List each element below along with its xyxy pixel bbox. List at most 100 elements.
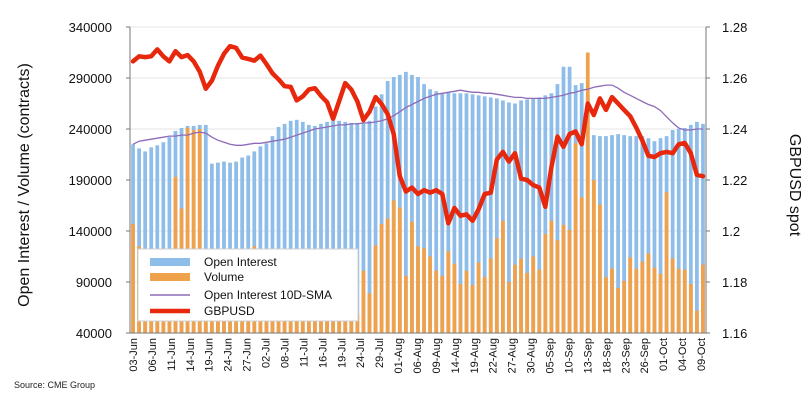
open-interest-bar — [628, 136, 633, 333]
legend-label-sma: Open Interest 10D-SMA — [204, 288, 332, 302]
open-interest-bar — [507, 102, 511, 333]
open-interest-bar — [228, 162, 232, 333]
volume-bar — [416, 246, 420, 333]
open-interest-bar — [313, 125, 317, 333]
volume-bar — [604, 276, 608, 333]
volume-bar — [476, 262, 481, 333]
open-interest-bar — [294, 119, 299, 333]
open-interest-bar — [531, 98, 536, 334]
open-interest-bar — [361, 122, 366, 333]
volume-bar — [525, 272, 530, 333]
open-interest-bar — [216, 162, 220, 333]
volume-bar — [507, 282, 511, 333]
open-interest-bar — [203, 124, 208, 333]
open-interest-bar — [513, 103, 517, 333]
open-interest-bar — [610, 135, 614, 333]
volume-bar — [197, 129, 202, 333]
y-tick-label-left: 40000 — [76, 326, 112, 341]
open-interest-bar — [695, 121, 699, 333]
source-note: Source: CME Group — [14, 380, 96, 390]
x-tick-label: 14-Jun — [185, 338, 197, 372]
open-interest-bar — [470, 94, 475, 333]
open-interest-bar — [240, 157, 245, 333]
legend-label-open-interest: Open Interest — [204, 255, 277, 269]
open-interest-bar — [319, 123, 323, 334]
volume-bar — [434, 270, 439, 333]
open-interest-bar — [543, 95, 548, 333]
y-tick-label-right: 1.24 — [722, 122, 747, 137]
volume-bar — [410, 221, 414, 333]
open-interest-bar — [652, 141, 657, 333]
y-tick-label-left: 240000 — [69, 122, 112, 137]
open-interest-bar — [482, 96, 487, 333]
x-tick-labels: 03-Jun 06-Jun 11-Jun 14-Jun 19-Jun 24-Jun 27-J… — [128, 338, 708, 373]
x-tick-label: 19-Aug — [469, 338, 481, 373]
open-interest-bar — [410, 74, 414, 333]
open-interest-bar — [137, 148, 141, 333]
volume-bar — [616, 288, 620, 333]
volume-bar — [464, 270, 469, 333]
y-tick-label-left: 190000 — [69, 173, 112, 188]
volume-bar — [391, 200, 396, 333]
open-interest-bar — [416, 76, 420, 333]
volume-bar — [488, 258, 493, 333]
volume-bar — [640, 261, 645, 333]
x-tick-label: 22-Aug — [488, 338, 500, 373]
x-tick-label: 27-Jun — [242, 338, 254, 372]
open-interest-bar — [422, 84, 426, 334]
volume-bar — [598, 204, 602, 333]
open-interest-bar — [222, 161, 226, 333]
left-tick-labels: 40000 90000 140000 190000 240000 290000 340000 — [69, 20, 130, 341]
volume-bar — [379, 223, 384, 333]
volume-bar — [513, 264, 517, 333]
volume-bar — [658, 273, 663, 333]
volume-bar — [688, 284, 693, 333]
volume-bar — [573, 143, 578, 333]
open-interest-bar — [282, 123, 287, 334]
y-tick-label-right: 1.26 — [722, 71, 747, 86]
legend: Open Interest Volume Open Interest 10D-S… — [137, 248, 359, 322]
open-interest-bar — [143, 151, 148, 333]
volume-bar — [676, 268, 681, 333]
x-tick-label: 06-Aug — [412, 338, 424, 373]
open-interest-bar — [355, 122, 360, 333]
volume-bar — [440, 275, 445, 333]
open-interest-bar — [373, 106, 378, 333]
open-interest-bar — [300, 121, 305, 333]
volume-bar — [549, 220, 554, 333]
open-interest-bar — [634, 136, 639, 333]
volume-bar — [555, 240, 560, 333]
volume-bar — [543, 234, 548, 333]
open-interest-bar — [688, 124, 693, 333]
open-interest-bar — [561, 66, 566, 333]
open-interest-bar — [555, 84, 560, 334]
volume-bar — [185, 127, 190, 333]
volume-bar — [367, 293, 372, 333]
open-interest-bar — [246, 155, 251, 333]
volume-bar — [622, 280, 627, 333]
open-interest-bar — [567, 66, 572, 333]
volume-bar — [361, 270, 366, 333]
open-interest-bar — [276, 126, 281, 334]
x-tick-label: 27-Aug — [507, 338, 519, 373]
open-interest-bar — [379, 94, 384, 333]
x-tick-label: 01-Aug — [393, 338, 405, 373]
open-interest-bar — [209, 163, 214, 333]
open-interest-bar — [440, 93, 445, 333]
y-tick-label-right: 1.22 — [722, 173, 747, 188]
open-interest-bar — [331, 120, 335, 333]
open-interest-bar — [476, 95, 481, 333]
volume-bar — [191, 130, 196, 333]
volume-bar — [482, 276, 487, 333]
volume-bar — [446, 251, 451, 333]
open-interest-bar — [155, 145, 160, 333]
open-interest-bar — [252, 151, 257, 333]
x-tick-label: 11-Jul — [298, 338, 310, 367]
x-tick-label: 08-Jul — [279, 338, 291, 368]
x-tick-label: 18-Sep — [601, 338, 613, 373]
open-interest-bar — [622, 135, 627, 333]
volume-bar — [519, 258, 523, 333]
open-interest-bar — [161, 142, 166, 333]
volume-bar — [531, 256, 536, 333]
volume-bar — [537, 269, 542, 333]
